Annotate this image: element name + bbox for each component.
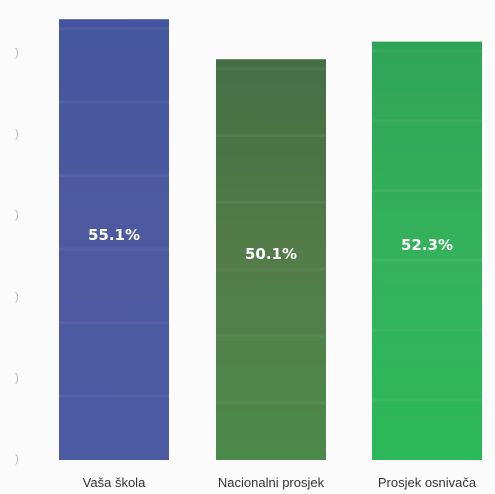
bar-0-texture-4 bbox=[59, 321, 169, 325]
y-tick-label-2: ) bbox=[15, 209, 19, 221]
bar-1-texture-3 bbox=[216, 267, 326, 271]
bar-0-texture-0 bbox=[59, 27, 169, 31]
bar-2 bbox=[372, 41, 482, 460]
bar-0-texture-2 bbox=[59, 174, 169, 178]
bar-2-texture-0 bbox=[372, 49, 482, 53]
value-label-2: 52.3% bbox=[401, 236, 453, 254]
bar-0 bbox=[59, 19, 169, 460]
y-tick-label-1: ) bbox=[15, 128, 19, 140]
y-tick-label-3: ) bbox=[15, 291, 19, 303]
bar-0-texture-5 bbox=[59, 394, 169, 398]
value-label-1: 50.1% bbox=[245, 245, 297, 263]
category-label-2: Prosjek osnivača bbox=[378, 475, 477, 490]
y-tick-label-5: ) bbox=[15, 453, 19, 465]
bar-2-texture-4 bbox=[372, 328, 482, 332]
y-tick-label-0: ) bbox=[15, 47, 19, 59]
bar-2-texture-2 bbox=[372, 189, 482, 193]
bar-1-texture-0 bbox=[216, 67, 326, 71]
bar-1-texture-2 bbox=[216, 200, 326, 204]
bars bbox=[59, 19, 482, 460]
bar-1-texture-5 bbox=[216, 401, 326, 405]
bar-2-texture-3 bbox=[372, 258, 482, 262]
category-labels: Vaša škola Nacionalni prosjek Prosjek osni… bbox=[83, 475, 477, 490]
y-tick-label-4: ) bbox=[15, 372, 19, 384]
bar-1 bbox=[216, 59, 326, 460]
bar-1-texture-1 bbox=[216, 134, 326, 137]
bar-2-texture-5 bbox=[372, 398, 482, 402]
y-axis-ticks: )))))) bbox=[15, 47, 19, 465]
category-label-0: Vaša škola bbox=[83, 475, 146, 490]
bar-1-texture-4 bbox=[216, 334, 326, 338]
value-labels: 55.1% 50.1% 52.3% bbox=[88, 226, 453, 263]
value-label-0: 55.1% bbox=[88, 226, 140, 244]
bar-0-texture-1 bbox=[59, 100, 169, 104]
category-label-1: Nacionalni prosjek bbox=[218, 475, 325, 490]
bar-2-texture-1 bbox=[372, 119, 482, 123]
bar-0-texture-3 bbox=[59, 247, 169, 251]
